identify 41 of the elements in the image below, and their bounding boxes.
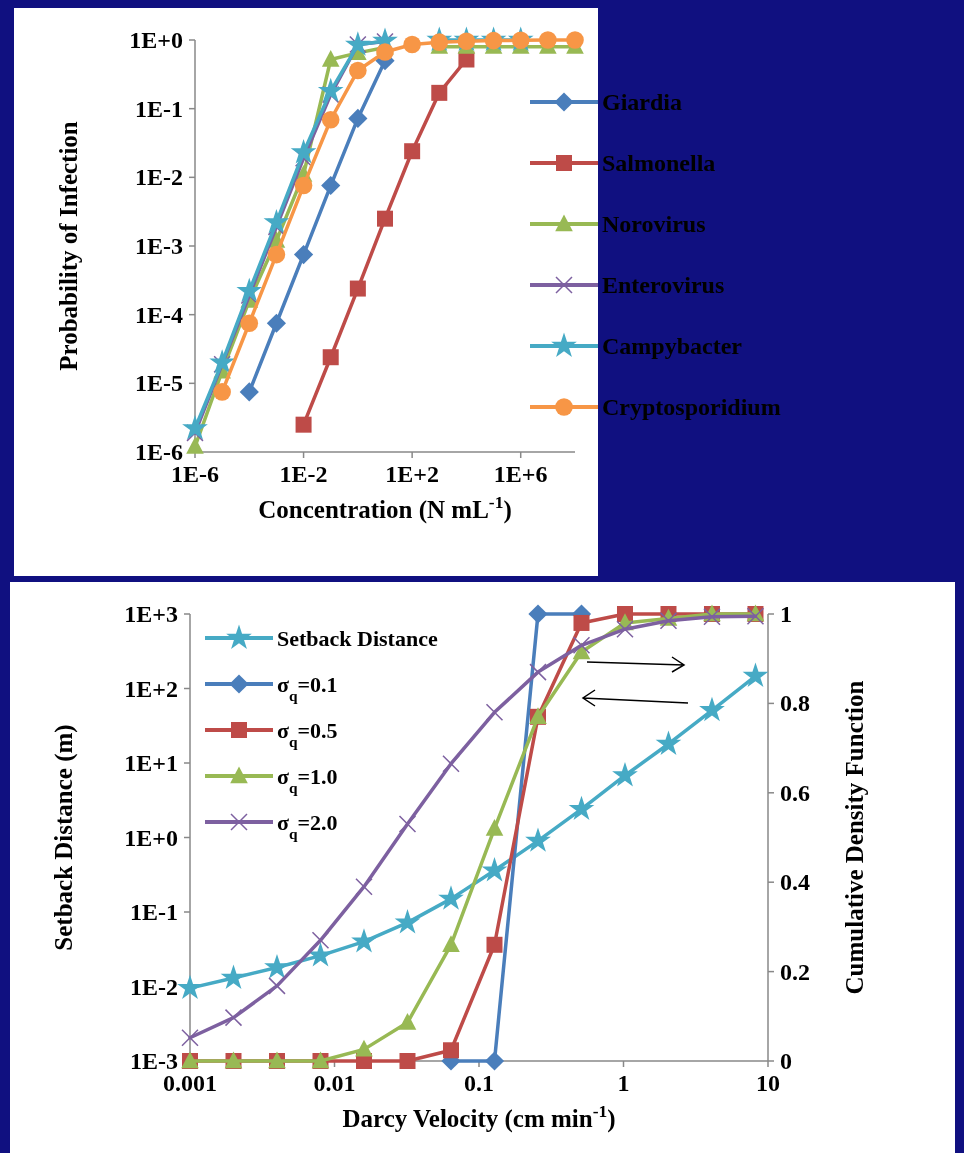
x-tick-label: 0.1: [464, 1070, 494, 1096]
legend-label: Cryptosporidium: [602, 394, 781, 420]
y-tick-label: 1E-4: [135, 301, 183, 328]
legend-label: σ$_{q}$=1.0: [277, 764, 338, 796]
legend-label: Enterovirus: [602, 272, 725, 298]
y-tick-label: 1E-1: [130, 899, 178, 925]
y-tick-label: 1E-2: [130, 973, 178, 1000]
y-tick-label: 1E+2: [124, 675, 178, 702]
legend-label: Salmonella: [602, 150, 716, 176]
legend-label: σ$_{q}$=0.5: [277, 718, 338, 750]
x-tick-label: 1E+6: [493, 461, 548, 487]
y-axis-title: Setback Distance (m): [50, 724, 78, 951]
x-tick-label: 0.01: [313, 1070, 356, 1096]
y2-tick-label: 0.6: [780, 779, 810, 806]
legend-label: Campybacter: [602, 333, 743, 359]
x-axis-title: Concentration (N mL$^{-1}$): [258, 492, 512, 524]
x-tick-label: 1: [617, 1070, 630, 1096]
x-tick-label: 1E+2: [385, 461, 439, 487]
y2-tick-label: 0.2: [780, 958, 810, 985]
legend-label: σ$_{q}$=0.1: [277, 672, 338, 704]
y2-tick-label: 0: [780, 1048, 792, 1074]
y2-tick-label: 1: [780, 601, 792, 627]
legend-label: Setback Distance: [277, 626, 438, 651]
y-tick-label: 1E-3: [135, 233, 183, 259]
legend-label: σ$_{q}$=2.0: [277, 810, 338, 842]
y-tick-label: 1E+1: [124, 750, 178, 776]
y2-tick-label: 0.4: [780, 869, 810, 896]
legend-label: Norovirus: [602, 211, 706, 237]
y2-axis-title: Cumulative Density Function: [841, 680, 868, 995]
y-tick-label: 1E+0: [129, 27, 183, 53]
y-tick-label: 1E+0: [124, 824, 178, 851]
x-tick-label: 10: [756, 1070, 780, 1096]
legend-label: Giardia: [602, 89, 683, 115]
y2-tick-label: 0.8: [780, 690, 810, 717]
y-tick-label: 1E-2: [135, 164, 183, 191]
x-axis-title: Darcy Velocity (cm min$^{-1}$): [342, 1101, 616, 1133]
y-tick-label: 1E+3: [124, 601, 178, 627]
y-tick-label: 1E-1: [135, 95, 183, 122]
y-axis-title: Probability of Infection: [55, 121, 82, 371]
y-tick-label: 1E-5: [135, 370, 183, 397]
x-tick-label: 1E-2: [279, 461, 328, 487]
